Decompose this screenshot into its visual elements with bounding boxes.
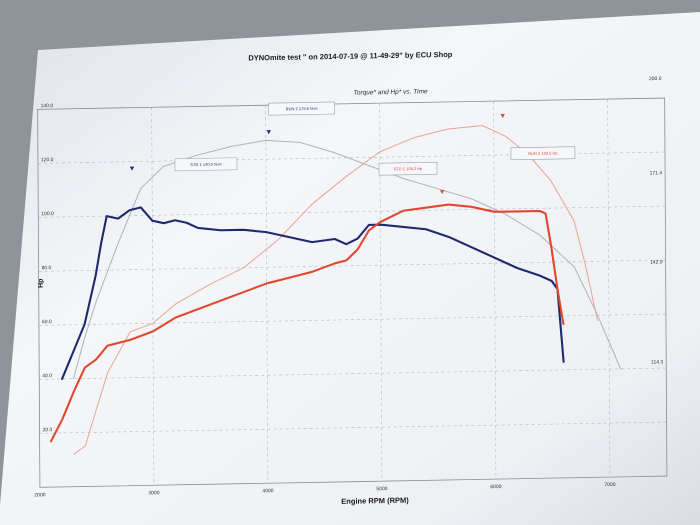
y2-tick-label: 200.0 <box>649 76 662 82</box>
y-tick-label: 60.0 <box>42 319 52 325</box>
grid-line-y <box>39 421 667 434</box>
peak-marker <box>129 166 135 171</box>
annotation-std-torque: STD 1 140.9 N-m <box>129 157 238 172</box>
annotation-label: STD 1 140.9 N-m <box>190 162 222 168</box>
grid-line-x <box>265 105 269 484</box>
grid-line-y <box>38 259 666 272</box>
y-tick-label: 120.0 <box>41 157 54 163</box>
annotation-label: RUN 2 133.5 Hp <box>528 150 558 156</box>
annotation-std-hp: STD 1 106.2 Hp <box>378 161 445 195</box>
x-tick-label: 6000 <box>490 484 501 490</box>
annotation-label: RUN 2 179.6 N-m <box>286 106 318 112</box>
grid-line-x <box>493 101 497 480</box>
annotation-box <box>378 161 438 176</box>
std-hp-line <box>49 203 565 443</box>
y-axis-label: Hp <box>38 279 45 288</box>
annotation-run2-hp: RUN 2 133.5 Hp <box>500 113 576 161</box>
annotation-boxes: RUN 2 179.6 N-m STD 1 140.9 N-m STD 1 106.… <box>129 101 576 195</box>
annotation-box <box>510 146 576 161</box>
y2-tick-labels: 114.3 142.9 171.4 200.0 <box>649 76 663 366</box>
y-tick-label: 20.0 <box>43 427 53 433</box>
x-tick-label: 2000 <box>34 492 45 498</box>
peak-marker <box>266 130 271 135</box>
y-tick-label: 140.0 <box>41 103 54 109</box>
run2-hp-line <box>73 125 599 455</box>
peak-marker <box>500 113 505 118</box>
page-title: DYNOmite test " on 2014-07-19 @ 11-49-29… <box>248 50 453 63</box>
series-lines <box>49 125 622 455</box>
paper-sheet <box>0 12 700 525</box>
grid-line-y <box>38 205 666 218</box>
x-tick-label: 7000 <box>604 482 615 488</box>
chart-title: Torque* and Hp* vs. Time <box>353 88 428 96</box>
grid-line-x <box>607 99 611 478</box>
y2-tick-label: 142.9 <box>650 259 663 265</box>
x-tick-labels: 2000 3000 4000 5000 6000 7000 <box>34 482 615 498</box>
y-tick-label: 80.0 <box>42 265 52 271</box>
annotation-run2-torque: RUN 2 179.6 N-m <box>266 101 335 135</box>
plot-frame <box>37 97 668 488</box>
y-tick-label: 100.0 <box>41 211 54 217</box>
annotation-box <box>174 157 238 172</box>
y-tick-labels: 20.0 40.0 60.0 80.0 100.0 120.0 140.0 <box>41 103 54 433</box>
run2-torque-line <box>72 139 622 380</box>
y2-tick-label: 114.3 <box>651 359 663 365</box>
annotation-box <box>268 101 335 116</box>
x-tick-label: 5000 <box>376 486 387 492</box>
grid-line-y <box>38 313 666 326</box>
x-axis-label: Engine RPM (RPM) <box>341 496 409 506</box>
grid-line-y <box>39 367 667 380</box>
x-tick-label: 3000 <box>148 490 159 496</box>
std-torque-line <box>61 206 565 380</box>
y-tick-label: 40.0 <box>42 373 52 379</box>
peak-marker <box>439 190 445 195</box>
grid-line-x <box>151 107 155 486</box>
annotation-label: STD 1 106.2 Hp <box>394 166 423 172</box>
x-tick-label: 4000 <box>262 488 273 494</box>
y2-tick-label: 171.4 <box>650 170 663 176</box>
grid-line-x <box>379 103 383 482</box>
